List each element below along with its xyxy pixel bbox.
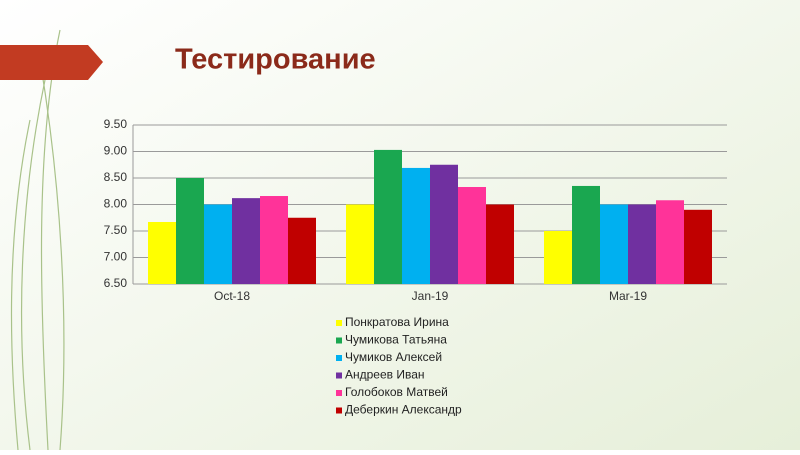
legend-label: Чумиков Алексей (345, 350, 442, 364)
y-tick-label: 8.00 (104, 197, 128, 211)
bar (346, 204, 374, 284)
bar (430, 164, 458, 284)
decor-lines (10, 29, 65, 451)
x-tick-label: Oct-18 (214, 289, 250, 303)
legend-swatch (336, 355, 342, 361)
bar (176, 178, 204, 284)
bar (148, 221, 176, 284)
bar (544, 231, 572, 284)
legend-label: Андреев Иван (345, 368, 425, 382)
bar (374, 149, 402, 284)
legend-swatch (336, 337, 342, 344)
bar (628, 204, 656, 284)
title-arrow (0, 45, 103, 80)
legend-swatch (336, 320, 342, 326)
y-tick-label: 7.00 (104, 250, 128, 264)
x-tick-label: Jan-19 (412, 289, 449, 303)
y-tick-label: 6.50 (104, 276, 128, 290)
bar (486, 204, 514, 284)
y-tick-label: 7.50 (104, 223, 128, 237)
bar (288, 217, 316, 284)
bar (458, 187, 486, 284)
legend-label: Голобоков Матвей (345, 385, 448, 399)
bar (232, 198, 260, 284)
bar (684, 209, 712, 284)
chart-title: Тестирование (175, 44, 376, 76)
bar (572, 185, 600, 284)
bar (260, 196, 288, 284)
y-tick-label: 9.50 (104, 117, 128, 131)
legend-swatch (336, 372, 342, 379)
legend-label: Понкратова Ирина (345, 315, 449, 329)
legend-swatch (336, 407, 342, 414)
legend-label: Чумикова Татьяна (345, 333, 447, 347)
bar (204, 204, 232, 284)
y-tick-label: 9.00 (104, 144, 128, 158)
y-tick-label: 8.50 (104, 170, 128, 184)
bar (402, 167, 430, 284)
legend-swatch (336, 390, 342, 396)
bar (600, 204, 628, 284)
bar (656, 200, 684, 284)
x-tick-label: Mar-19 (609, 289, 647, 303)
legend-label: Деберкин Александр (345, 403, 462, 417)
